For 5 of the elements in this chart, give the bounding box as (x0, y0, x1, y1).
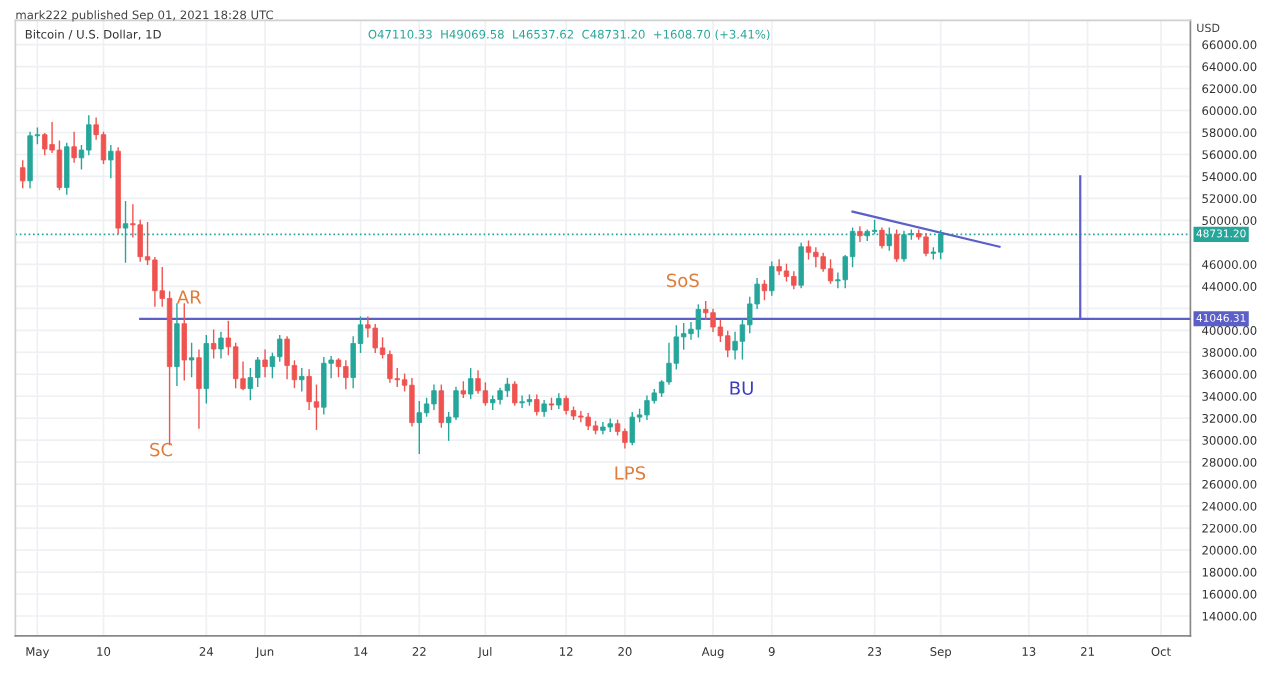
annotation: BU (730, 381, 753, 395)
annotation: AR (176, 290, 202, 304)
annotation: LPS (615, 466, 646, 480)
annotation: SoS (666, 273, 699, 288)
annotation: SC (150, 442, 173, 457)
